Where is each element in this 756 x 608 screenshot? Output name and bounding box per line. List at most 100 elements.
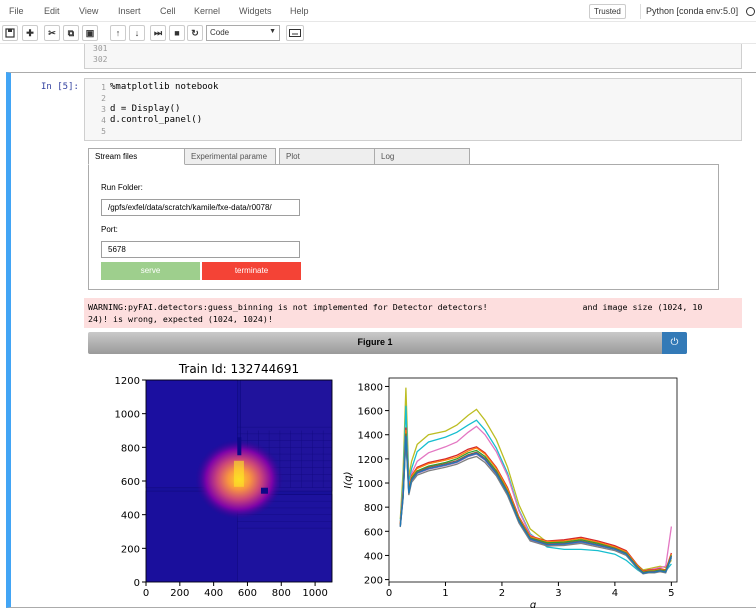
keyboard-icon [289, 29, 301, 37]
figure-close-button[interactable]: ⏻ [662, 332, 687, 354]
copy-icon: ⧉ [67, 27, 75, 38]
arrow-up-icon: ↑ [115, 28, 121, 38]
y-tick-label: 600 [364, 527, 383, 538]
y-tick-label: 200 [121, 544, 140, 555]
move-up-button[interactable]: ↑ [110, 25, 126, 41]
line-number: 5 [101, 127, 106, 136]
run-folder-input[interactable]: /gpfs/exfel/data/scratch/kamile/fxe-data… [101, 199, 300, 216]
code-line: %matplotlib notebook [110, 82, 219, 92]
menu-view[interactable]: View [79, 6, 99, 16]
kernel-status-icon [746, 7, 755, 16]
line-number: 3 [101, 105, 106, 114]
y-tick-label: 1200 [358, 455, 383, 466]
previous-cell[interactable]: 301 302 [84, 44, 742, 69]
tab-log[interactable]: Log [374, 148, 470, 165]
kernel-divider [640, 4, 641, 19]
code-editor[interactable] [84, 78, 742, 141]
figure-title: Figure 1 [357, 337, 393, 347]
line-number: 1 [101, 83, 106, 92]
plot-frame [388, 377, 678, 583]
y-tick-label: 800 [364, 503, 383, 514]
y-tick-label: 0 [134, 578, 140, 589]
y-axis-label: I(q) [343, 471, 354, 488]
run-button[interactable]: ⏭ [150, 25, 166, 41]
menu-insert[interactable]: Insert [118, 6, 141, 16]
save-button[interactable] [2, 25, 18, 41]
line-number: 2 [101, 94, 106, 103]
step-forward-icon: ⏭ [153, 27, 163, 38]
save-icon [5, 28, 15, 38]
run-folder-label: Run Folder: [101, 183, 143, 192]
chevron-down-icon: ▼ [269, 28, 276, 35]
y-tick-label: 600 [121, 477, 140, 488]
y-tick-label: 1400 [358, 431, 383, 442]
serve-button[interactable]: serve [101, 262, 200, 280]
copy-button[interactable]: ⧉ [63, 25, 79, 41]
dead-pixel-block [237, 437, 242, 456]
input-prompt: In [5]: [41, 82, 79, 92]
insert-cell-button[interactable]: ✚ [22, 25, 38, 41]
heatmap-title: Train Id: 132744691 [178, 362, 299, 376]
x-tick-label: 0 [143, 588, 149, 599]
toolbar: ✚ ✂ ⧉ ▣ ↑ ↓ ⏭ ■ ↻ Code ▼ [0, 22, 756, 44]
interrupt-button[interactable]: ■ [169, 25, 185, 41]
y-tick-label: 1000 [358, 479, 383, 490]
kernel-name: Python [conda env:5.0] [646, 6, 739, 16]
trusted-indicator[interactable]: Trusted [589, 4, 626, 19]
widget-tab-bar: Stream files Experimental parame Plot Lo… [88, 148, 470, 165]
paste-button[interactable]: ▣ [82, 25, 98, 41]
x-tick-label: 1 [442, 588, 448, 599]
cell-type-select[interactable]: Code ▼ [206, 25, 280, 41]
azimuthal-integration-plot: 0 1 2 3 4 5 200 400 600 800 1000 1200 1400 1600 1800 I(… [343, 377, 678, 608]
figure-canvas[interactable]: Train Id: 132744691 0 200 400 600 800 1000 0 200… [88, 356, 687, 608]
cut-button[interactable]: ✂ [44, 25, 60, 41]
tab-experimental-parameters[interactable]: Experimental parame [184, 148, 276, 165]
x-axis-label: q [530, 600, 536, 608]
menu-edit[interactable]: Edit [44, 6, 60, 16]
x-tick-label: 0 [386, 588, 392, 599]
x-tick-label: 1000 [302, 588, 327, 599]
restart-button[interactable]: ↻ [187, 25, 203, 41]
menu-file[interactable]: File [9, 6, 24, 16]
tab-plot[interactable]: Plot [279, 148, 375, 165]
x-tick-label: 800 [272, 588, 291, 599]
y-tick-label: 400 [364, 551, 383, 562]
warning-line: WARNING:pyFAI.detectors:guess_binning is… [88, 302, 703, 312]
plus-icon: ✚ [26, 27, 34, 38]
y-tick-label: 1000 [115, 410, 140, 421]
code-line: d.control_panel() [110, 115, 203, 125]
dead-pixel-block [260, 487, 268, 494]
hot-spot [233, 460, 244, 487]
x-tick-label: 400 [204, 588, 223, 599]
warning-line: 24)! is wrong, expected (1024, 1024)! [88, 314, 273, 324]
restart-icon: ↻ [191, 27, 199, 38]
detector-image-plot: Train Id: 132744691 0 200 400 600 800 1000 0 200… [115, 362, 333, 599]
line-number: 301 [93, 44, 108, 53]
command-palette-button[interactable] [286, 25, 304, 41]
y-tick-label: 1200 [115, 376, 140, 387]
menu-bar: File Edit View Insert Cell Kernel Widget… [0, 0, 756, 22]
menu-widgets[interactable]: Widgets [239, 6, 272, 16]
line-number: 302 [93, 55, 108, 64]
cut-icon: ✂ [48, 27, 56, 38]
x-tick-label: 4 [612, 588, 618, 599]
y-tick-label: 1800 [358, 382, 383, 393]
x-tick-label: 5 [668, 588, 674, 599]
x-tick-label: 2 [499, 588, 505, 599]
x-tick-label: 3 [555, 588, 561, 599]
power-icon: ⏻ [670, 337, 679, 348]
tab-stream-files[interactable]: Stream files [88, 148, 185, 165]
port-input[interactable]: 5678 [101, 241, 300, 258]
menu-cell[interactable]: Cell [160, 6, 176, 16]
y-tick-label: 1600 [358, 407, 383, 418]
cell-type-value: Code [210, 28, 230, 37]
move-down-button[interactable]: ↓ [129, 25, 145, 41]
line-number: 4 [101, 116, 106, 125]
menu-help[interactable]: Help [290, 6, 309, 16]
menu-kernel[interactable]: Kernel [194, 6, 221, 16]
stop-icon: ■ [174, 28, 180, 38]
series-line [399, 387, 672, 571]
terminate-button[interactable]: terminate [202, 262, 301, 280]
x-tick-label: 200 [170, 588, 189, 599]
arrow-down-icon: ↓ [134, 28, 140, 38]
